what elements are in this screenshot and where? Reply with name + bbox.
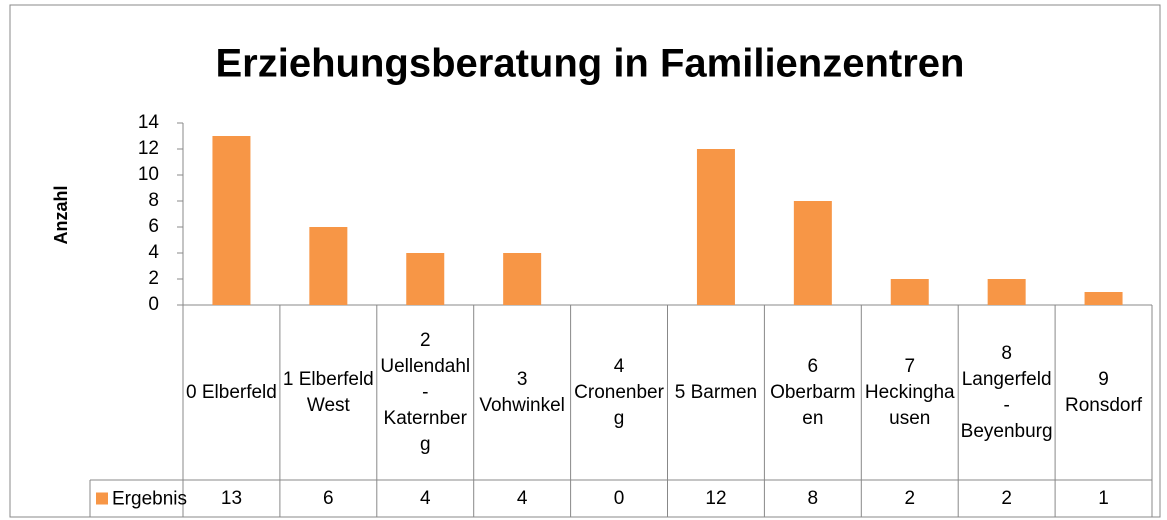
value-label: 1 [1098, 487, 1109, 509]
category-label: 2 Uellendahl-Katernberg [380, 329, 471, 455]
category-label: 5 Barmen [674, 381, 758, 403]
bar [890, 279, 929, 305]
value-label: 4 [516, 487, 528, 509]
category-label: 7 Heckinghausen [864, 355, 955, 429]
chart-title: Erziehungsberatung in Familienzentren [216, 42, 965, 86]
y-tick-label: 0 [148, 294, 159, 315]
category-label: 0 Elberfeld [186, 381, 277, 403]
value-label: 4 [419, 487, 431, 509]
category-label: 1 Elberfeld West [282, 368, 374, 416]
y-tick-label: 10 [138, 164, 159, 185]
bar [987, 279, 1026, 305]
value-label: 2 [1001, 487, 1012, 509]
y-tick-label: 14 [138, 112, 160, 133]
value-label: 13 [220, 487, 243, 509]
y-tick-label: 4 [148, 242, 159, 263]
value-label: 6 [323, 487, 334, 509]
value-label: 0 [613, 487, 625, 509]
value-label: 8 [807, 487, 819, 509]
legend-swatch [96, 492, 108, 505]
chart-border [9, 4, 1161, 518]
category-label: 4 Cronenberg [574, 355, 664, 429]
bar [1084, 292, 1123, 305]
y-tick-label: 6 [148, 216, 159, 237]
y-tick-label: 12 [138, 138, 159, 159]
bar [212, 136, 251, 305]
bar [406, 253, 445, 305]
y-tick-label: 2 [148, 268, 159, 289]
bar [696, 149, 735, 305]
category-label: 9 Ronsdorf [1064, 368, 1143, 416]
y-axis-label: Anzahl [51, 185, 71, 244]
value-label: 2 [904, 487, 916, 509]
bar [309, 227, 348, 305]
category-label: 3 Vohwinkel [479, 368, 565, 416]
bar [503, 253, 542, 305]
category-label: 6 Oberbarmen [770, 355, 856, 429]
bar [793, 201, 832, 305]
y-tick-label: 8 [148, 190, 159, 211]
category-label: 8 Langerfeld-Beyenburg [960, 342, 1053, 442]
legend-label: Ergebnis [112, 489, 187, 510]
value-label: 12 [705, 487, 727, 509]
